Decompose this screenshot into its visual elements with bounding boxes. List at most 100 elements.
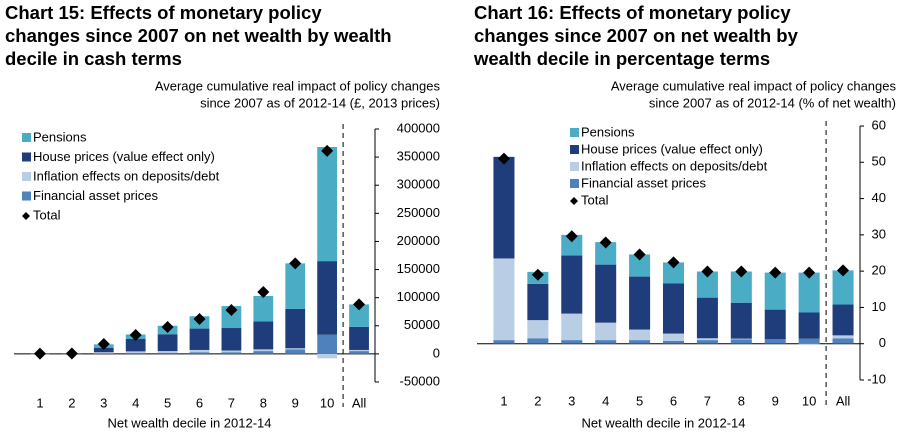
legend-label: Inflation effects on deposits/debt — [581, 158, 768, 173]
bar-segment — [561, 313, 583, 341]
x-tick-label: 10 — [802, 393, 816, 408]
total-marker — [633, 248, 646, 261]
legend-swatch — [570, 145, 579, 154]
subtitle: since 2007 as of 2012-14 (£, 2013 prices… — [200, 95, 440, 110]
total-marker — [565, 230, 578, 243]
bar-segment — [317, 334, 338, 354]
bar-segment — [189, 352, 210, 354]
legend-swatch — [570, 179, 579, 188]
x-tick-label: 8 — [738, 393, 745, 408]
bar-segment — [629, 254, 651, 277]
total-marker — [289, 257, 302, 270]
x-tick-label: 3 — [100, 395, 107, 410]
bar-segment — [764, 272, 786, 310]
bar-segment — [493, 258, 515, 341]
bar-segment — [317, 353, 338, 359]
x-tick-label: 5 — [636, 393, 643, 408]
legend-label: House prices (value effect only) — [33, 149, 215, 164]
bar-segment — [253, 295, 274, 322]
y-tick-label: 400000 — [397, 120, 440, 135]
legend-swatch — [22, 133, 31, 142]
bar-segment — [595, 264, 617, 323]
x-tick-label: 4 — [132, 395, 139, 410]
y-tick-label: 50 — [872, 154, 886, 169]
total-marker — [161, 321, 174, 334]
x-tick-label: 1 — [36, 395, 43, 410]
bar-segment — [253, 351, 274, 354]
bar-segment — [730, 339, 752, 344]
legend-label: Financial asset prices — [581, 175, 706, 190]
bar-segment — [798, 343, 820, 345]
total-marker — [531, 268, 544, 281]
subtitle: Average cumulative real impact of policy… — [155, 78, 441, 93]
bar-segment — [798, 312, 820, 339]
chart-title: decile in cash terms — [5, 48, 182, 69]
bar-segment — [317, 146, 338, 262]
bar-segment — [629, 276, 651, 330]
bar-segment — [125, 351, 146, 354]
total-marker — [353, 298, 366, 311]
bar-segment — [221, 350, 242, 353]
bar-segment — [730, 302, 752, 339]
bar-segment — [93, 347, 114, 353]
legend-label: Pensions — [581, 124, 635, 139]
legend-swatch — [22, 152, 31, 162]
bar-segment — [349, 349, 369, 352]
bar-segment — [189, 328, 210, 350]
x-axis-label: Net wealth decile in 2012-14 — [581, 415, 745, 430]
x-tick-label: 2 — [68, 395, 75, 410]
bar-segment — [561, 234, 583, 256]
legend-swatch — [570, 128, 579, 137]
bar-segment — [662, 283, 685, 334]
legend-swatch — [22, 191, 31, 201]
total-marker — [193, 313, 206, 326]
y-tick-label: 350000 — [397, 149, 440, 164]
x-tick-label: 6 — [670, 393, 677, 408]
legend-label: Financial asset prices — [33, 188, 158, 203]
bar-segment — [493, 340, 515, 344]
total-marker — [667, 256, 680, 269]
y-tick-label: 150000 — [397, 261, 440, 276]
y-tick-label: -10 — [867, 371, 886, 386]
chart-title: changes since 2007 on net wealth by weal… — [5, 25, 392, 46]
total-marker — [225, 304, 238, 317]
bar-segment — [662, 262, 685, 284]
bar-segment — [730, 271, 752, 303]
total-marker — [803, 266, 816, 279]
total-marker — [33, 347, 46, 360]
bar-segment — [189, 349, 210, 353]
x-axis-label: Net wealth decile in 2012-14 — [107, 415, 271, 430]
chart-title: Chart 15: Effects of monetary policy — [5, 2, 322, 23]
bar-segment — [561, 255, 583, 314]
bar-segment — [125, 338, 146, 352]
bar-segment — [595, 242, 617, 265]
bar-segment — [662, 333, 685, 341]
bar-segment — [493, 156, 515, 259]
x-tick-label: 9 — [292, 395, 299, 410]
bar-segment — [349, 326, 369, 350]
legend-label: Inflation effects on deposits/debt — [33, 168, 220, 183]
bar-segment — [832, 335, 854, 339]
legend-label: House prices (value effect only) — [581, 141, 763, 156]
legend-marker — [22, 212, 30, 220]
total-marker — [497, 152, 510, 165]
y-tick-label: -50000 — [400, 373, 440, 388]
bar-segment — [832, 270, 854, 305]
bar-segment — [221, 352, 242, 354]
y-tick-label: 250000 — [397, 205, 440, 220]
bar-segment — [285, 348, 306, 350]
bar-segment — [629, 340, 651, 344]
bar-segment — [629, 329, 651, 341]
bar-segment — [349, 304, 369, 327]
y-tick-label: 0 — [879, 335, 886, 350]
total-marker — [837, 264, 850, 277]
bar-segment — [253, 321, 274, 350]
total-marker — [97, 337, 110, 350]
subtitle: since 2007 as of 2012-14 (% of net wealt… — [649, 95, 896, 110]
chart-title: wealth decile in percentage terms — [473, 48, 770, 69]
bar-segment — [527, 338, 549, 344]
x-tick-label: All — [836, 393, 851, 408]
bar-segment — [285, 263, 306, 309]
x-tick-label: 3 — [568, 393, 575, 408]
y-tick-label: 100000 — [397, 289, 440, 304]
